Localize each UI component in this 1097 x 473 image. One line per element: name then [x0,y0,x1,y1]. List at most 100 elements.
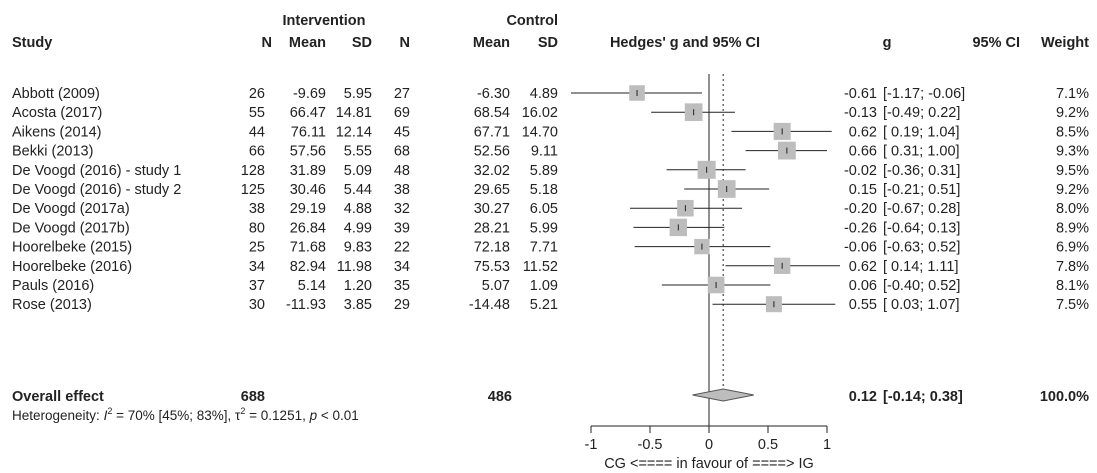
n-intervention: 37 [249,278,265,294]
header-control: Control [506,13,558,29]
sd-control: 5.21 [530,297,558,313]
effect-size: 0.66 [849,144,877,160]
header-intervention: Intervention [283,13,366,29]
mean-control: 75.53 [474,259,510,275]
header-mean-control: Mean [473,35,510,51]
x-tick-label: 1 [823,437,831,453]
confidence-interval: [-0.21; 0.51] [883,182,960,198]
study-name: Rose (2013) [12,297,92,313]
confidence-interval: [ 0.14; 1.11] [883,259,959,275]
confidence-interval: [-0.67; 0.28] [883,201,960,217]
n-intervention: 66 [249,144,265,160]
mean-intervention: 71.68 [290,240,326,256]
overall-weight: 100.0% [1040,389,1089,405]
sd-intervention: 4.99 [344,220,372,236]
sd-control: 16.02 [522,105,558,121]
table-row: Hoorelbeke (2015) 25 71.68 9.83 22 72.18 7.71 -… [12,240,1089,256]
weight: 7.8% [1056,259,1089,275]
confidence-interval: [-0.63; 0.52] [883,240,960,256]
x-tick-label: -1 [585,437,598,453]
header-ci: 95% CI [972,35,1020,51]
mean-intervention: -9.69 [293,86,326,102]
x-axis-label: CG <==== in favour of ====> IG [604,456,814,472]
table-header: Intervention Control Study N Mean SD N M… [12,13,1089,51]
sd-intervention: 3.85 [344,297,372,313]
header-sd-intervention: SD [352,35,372,51]
n-control: 39 [394,220,410,236]
mean-control: 28.21 [474,220,510,236]
effect-size: 0.62 [849,124,877,140]
table-row: Abbott (2009) 26 -9.69 5.95 27 -6.30 4.89 -0.61… [12,86,1089,102]
effect-size: -0.02 [844,163,877,179]
study-name: De Voogd (2016) - study 1 [12,163,181,179]
sd-intervention: 5.55 [344,144,372,160]
sd-intervention: 4.88 [344,201,372,217]
header-n-intervention: N [262,35,272,51]
table-row: Aikens (2014) 44 76.11 12.14 45 67.71 14.70 0.6… [12,124,1089,140]
effect-size: -0.13 [844,105,877,121]
study-name: Bekki (2013) [12,144,93,160]
n-intervention: 30 [249,297,265,313]
study-name: Pauls (2016) [12,278,94,294]
overall-label: Overall effect [12,389,104,405]
mean-intervention: 57.56 [290,144,326,160]
n-control: 38 [394,182,410,198]
sd-control: 14.70 [522,124,558,140]
effect-size: -0.61 [844,86,877,102]
n-control: 29 [394,297,410,313]
mean-intervention: 31.89 [290,163,326,179]
n-intervention: 128 [241,163,265,179]
study-name: Hoorelbeke (2015) [12,240,132,256]
table-row: Acosta (2017) 55 66.47 14.81 69 68.54 16.02 -0.… [12,105,1089,121]
overall-row: Overall effect 688 486 0.12 [-0.14; 0.38… [12,389,1089,405]
n-intervention: 25 [249,240,265,256]
n-intervention: 34 [249,259,265,275]
sd-intervention: 9.83 [344,240,372,256]
study-name: De Voogd (2017b) [12,220,130,236]
sd-control: 1.09 [530,278,558,294]
n-intervention: 26 [249,86,265,102]
study-rows: Abbott (2009) 26 -9.69 5.95 27 -6.30 4.89 -0.61… [12,86,1089,313]
sd-intervention: 1.20 [344,278,372,294]
weight: 7.5% [1056,297,1089,313]
n-control: 69 [394,105,410,121]
confidence-interval: [-0.64; 0.13] [883,220,960,236]
table-row: Pauls (2016) 37 5.14 1.20 35 5.07 1.09 0.06 [-0.… [12,278,1089,294]
mean-control: 32.02 [474,163,510,179]
overall-g: 0.12 [849,389,877,405]
sd-intervention: 5.95 [344,86,372,102]
header-sd-control: SD [538,35,558,51]
sd-intervention: 14.81 [336,105,372,121]
weight: 8.5% [1056,124,1089,140]
study-name: De Voogd (2016) - study 2 [12,182,181,198]
header-g: g [883,35,892,51]
table-row: De Voogd (2017a) 38 29.19 4.88 32 30.27 6.05 -0… [12,201,1089,217]
mean-control: -6.30 [477,86,510,102]
n-intervention: 80 [249,220,265,236]
mean-intervention: 29.19 [290,201,326,217]
weight: 7.1% [1056,86,1089,102]
effect-size: -0.20 [844,201,877,217]
header-mean-intervention: Mean [289,35,326,51]
study-name: Acosta (2017) [12,105,102,121]
table-row: Rose (2013) 30 -11.93 3.85 29 -14.48 5.21 0.55 [… [12,297,1089,313]
header-n-control: N [400,35,410,51]
n-control: 45 [394,124,410,140]
n-control: 27 [394,86,410,102]
weight: 8.0% [1056,201,1089,217]
study-name: Aikens (2014) [12,124,101,140]
n-control: 34 [394,259,410,275]
weight: 6.9% [1056,240,1089,256]
mean-control: 5.07 [482,278,510,294]
sd-intervention: 12.14 [336,124,372,140]
mean-control: -14.48 [469,297,510,313]
sd-control: 7.71 [530,240,558,256]
effect-size: 0.15 [849,182,877,198]
confidence-interval: [ 0.19; 1.04] [883,124,960,140]
mean-control: 30.27 [474,201,510,217]
effect-size: 0.55 [849,297,877,313]
n-control: 35 [394,278,410,294]
table-row: De Voogd (2016) - study 1 128 31.89 5.09 48 3… [12,163,1089,179]
study-name: Abbott (2009) [12,86,100,102]
confidence-interval: [-0.49; 0.22] [883,105,960,121]
